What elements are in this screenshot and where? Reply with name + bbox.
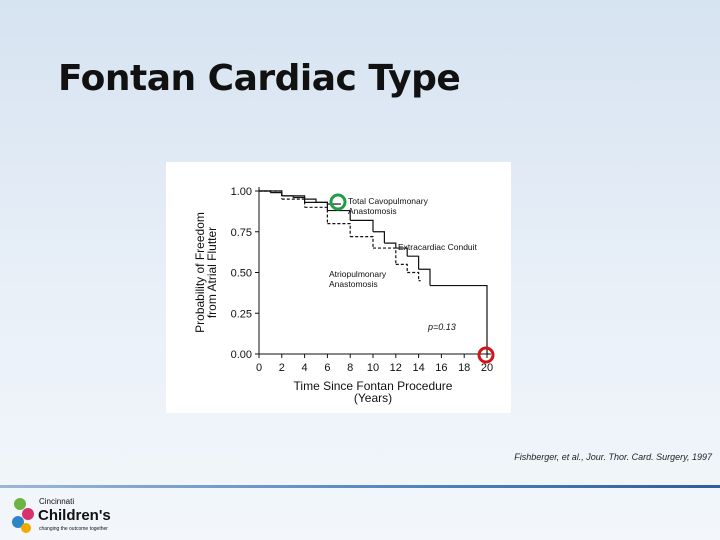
step-segment [304, 201, 328, 211]
x-tick-label: 6 [324, 362, 330, 374]
x-tick-label: 12 [390, 362, 402, 374]
step-segment [327, 209, 351, 221]
step-segment [373, 231, 385, 244]
series-label: Total Cavopulmonary Anastomosis [348, 196, 430, 216]
highlight-circle [477, 346, 495, 364]
x-tick-label: 0 [256, 362, 262, 374]
x-tick-label: 8 [347, 362, 353, 374]
annotation: p=0.13 [427, 322, 456, 332]
y-tick-label: 0.00 [231, 349, 252, 361]
y-tick-label: 1.00 [231, 186, 252, 198]
step-segment [407, 271, 420, 281]
x-tick-label: 20 [481, 362, 493, 374]
logo-text: changing the outcome together [39, 526, 108, 532]
step-segment [373, 247, 397, 265]
step-segment [327, 223, 351, 237]
x-axis-label: (Years) [354, 391, 392, 405]
highlight-circle [329, 193, 347, 211]
step-segment [259, 190, 283, 200]
series [259, 190, 421, 282]
logo-dot [12, 516, 24, 528]
series-label: Atriopulmonary Anastomosis [329, 269, 389, 289]
x-axis-label: Time Since Fontan Procedure [294, 379, 453, 393]
logo-dot [22, 508, 34, 520]
series [259, 190, 341, 205]
step-segment [395, 247, 408, 257]
step-segment [281, 198, 306, 208]
y-tick-label: 0.75 [231, 227, 252, 239]
step-segment [418, 268, 431, 286]
x-tick-label: 2 [279, 362, 285, 374]
slide-title: Fontan Cardiac Type [58, 58, 461, 99]
logo-dot [21, 523, 31, 533]
step-segment [395, 263, 408, 273]
chart: 0.00 0.25 0.50 0.75 1.00 0 2 4 6 8 10 12 14 16 18 20 Tim… [193, 186, 495, 405]
step-segment [407, 255, 420, 270]
logo-dot [14, 498, 26, 510]
y-axis-label: from Atrial Flutter [205, 227, 219, 318]
step-segment [270, 192, 283, 196]
logo: Cincinnati Children's changing the outco… [12, 497, 111, 533]
logo-text: Children's [38, 507, 111, 524]
step-segment [350, 236, 374, 249]
step-segment [304, 206, 328, 224]
step-segment [384, 242, 397, 249]
step-segment [430, 284, 488, 354]
step-segment [281, 195, 306, 203]
x-tick-label: 16 [435, 362, 447, 374]
y-axis-label: Probability of Freedom [193, 212, 207, 333]
series-label: Extracardiac Conduit [398, 242, 478, 252]
step-segment [350, 219, 374, 232]
logo-text: Cincinnati [39, 497, 74, 506]
y-tick-label: 0.50 [231, 268, 252, 280]
x-tick-label: 14 [412, 362, 424, 374]
citation: Fishberger, et al., Jour. Thor. Card. Su… [514, 452, 712, 462]
x-tick-label: 4 [302, 362, 308, 374]
x-tick-label: 18 [458, 362, 470, 374]
divider [0, 485, 720, 488]
x-tick-label: 10 [367, 362, 379, 374]
y-tick-label: 0.25 [231, 308, 252, 320]
step-segment [304, 198, 317, 203]
figure: 0.00 0.25 0.50 0.75 1.00 0 2 4 6 8 10 12 14 16 18 20 Tim… [166, 162, 511, 413]
